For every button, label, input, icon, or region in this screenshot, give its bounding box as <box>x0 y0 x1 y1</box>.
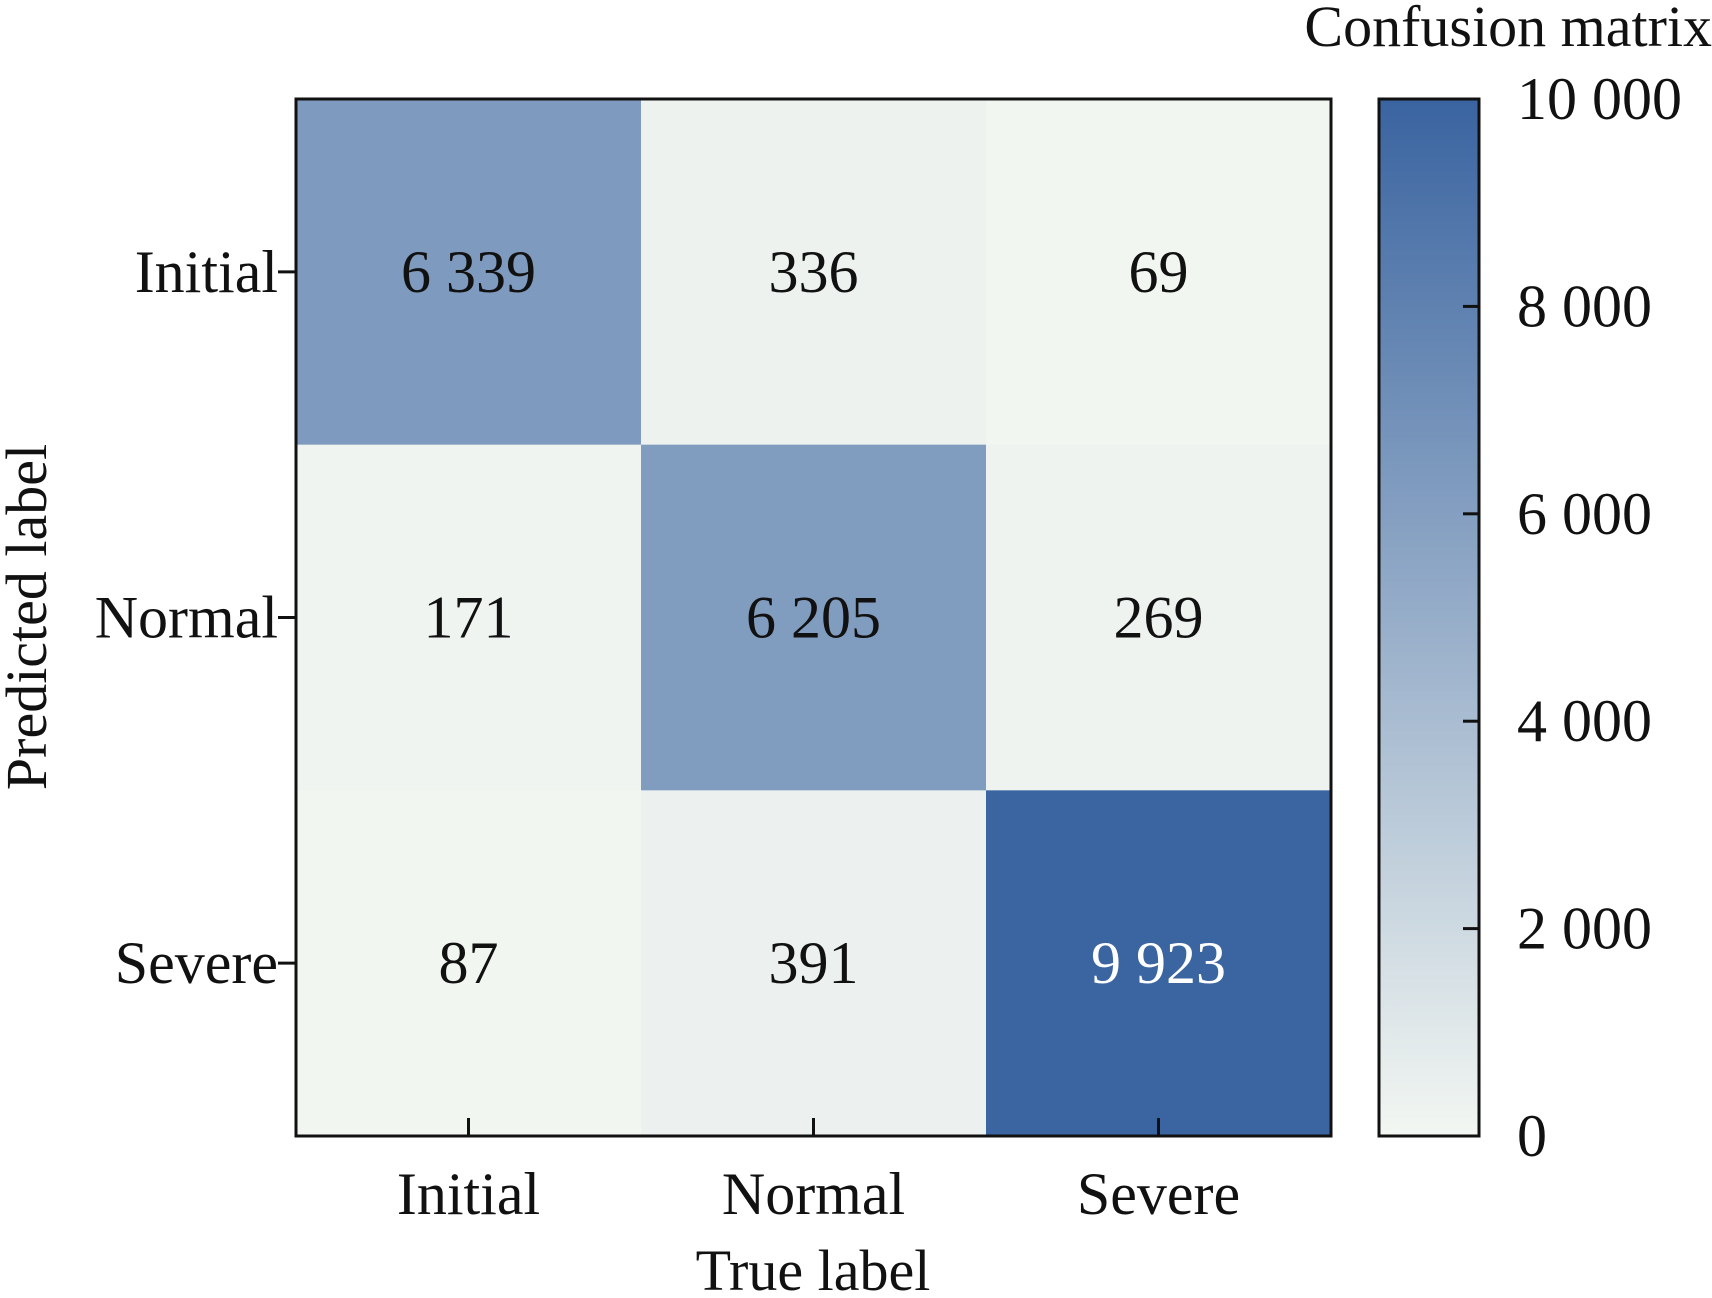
cell-label-r0-c0: 6 339 <box>401 239 536 305</box>
x-tick-label-0: Initial <box>397 1161 540 1227</box>
cell-label-r0-c1: 336 <box>769 239 859 305</box>
heatmap-cell-r0-c0 <box>296 99 642 446</box>
colorbar-tick-label-2: 4 000 <box>1517 688 1652 754</box>
colorbar-tick-label-4: 8 000 <box>1517 273 1652 339</box>
x-tick-label-1: Normal <box>722 1161 905 1227</box>
chart-title: Confusion matrix <box>1304 0 1712 59</box>
y-axis-title: Predicted label <box>0 444 59 790</box>
x-axis-ticks: Initial Normal Severe <box>397 1118 1240 1227</box>
heatmap-cell-r0-c2 <box>986 99 1332 446</box>
heatmap-cell-r2-c0 <box>296 790 642 1137</box>
x-tick-label-2: Severe <box>1077 1161 1240 1227</box>
cell-label-r2-c0: 87 <box>439 930 499 996</box>
colorbar-tick-label-1: 2 000 <box>1517 896 1652 962</box>
cell-label-r1-c2: 269 <box>1114 585 1204 651</box>
heatmap-cell-r2-c1 <box>641 790 987 1137</box>
cell-label-r2-c2: 9 923 <box>1091 930 1226 996</box>
y-tick-label-0: Initial <box>135 239 278 305</box>
y-axis-ticks: Initial Normal Severe <box>95 239 296 996</box>
cell-label-r1-c1: 6 205 <box>746 585 881 651</box>
colorbar-tick-label-5: 10 000 <box>1517 66 1682 132</box>
y-tick-label-2: Severe <box>115 930 278 996</box>
heatmap-cell-r0-c1 <box>641 99 987 446</box>
cell-label-r0-c2: 69 <box>1129 239 1189 305</box>
heatmap-cell-r1-c2 <box>986 444 1332 791</box>
heatmap-cell-r1-c0 <box>296 444 642 791</box>
colorbar-ticks: 0 2 000 4 000 6 000 8 000 10 000 <box>1463 66 1682 1169</box>
colorbar-tick-label-0: 0 <box>1517 1103 1547 1169</box>
cell-label-r2-c1: 391 <box>769 930 859 996</box>
heatmap-cell-r1-c1 <box>641 444 987 791</box>
colorbar-tick-label-3: 6 000 <box>1517 481 1652 547</box>
heatmap-cell-r2-c2 <box>986 790 1332 1137</box>
heatmap-cells <box>296 99 1332 1137</box>
x-axis-title: True label <box>696 1238 931 1298</box>
cell-value-labels: 6 339 336 69 171 6 205 269 87 391 9 923 <box>401 239 1226 996</box>
colorbar <box>1377 97 1481 1138</box>
y-tick-label-1: Normal <box>95 585 278 651</box>
cell-label-r1-c0: 171 <box>424 585 514 651</box>
